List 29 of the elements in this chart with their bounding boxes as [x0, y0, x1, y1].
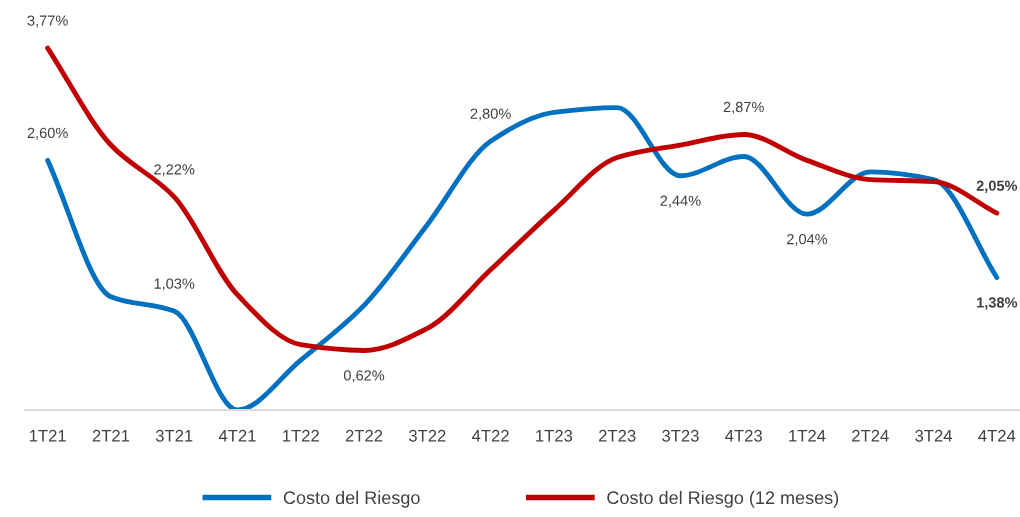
x-tick-label: 2T24 [852, 429, 889, 442]
x-tick-label: 3T23 [662, 429, 699, 442]
x-tick-label: 2T21 [92, 429, 130, 442]
x-tick-label: 2T23 [599, 429, 636, 442]
data-label: 2,44% [660, 195, 701, 208]
data-label: 2,05% [976, 180, 1018, 193]
data-label: 2,22% [154, 164, 195, 177]
data-label: 2,80% [470, 108, 511, 121]
x-tick-label: 3T24 [915, 429, 953, 442]
data-label: 2,87% [723, 101, 764, 114]
data-label: 2,60% [27, 127, 68, 140]
x-tick-label: 1T23 [536, 429, 573, 442]
data-label: 0,62% [343, 370, 385, 383]
legend-label: Costo del Riesgo (12 meses) [607, 490, 839, 508]
data-label: 1,38% [977, 297, 1018, 310]
x-tick-label: 4T21 [218, 429, 256, 442]
x-tick-label: 3T21 [155, 429, 193, 442]
x-tick-label: 1T22 [283, 429, 319, 442]
data-label: 1,03% [154, 278, 195, 291]
x-tick-label: 1T21 [29, 429, 66, 442]
data-label: 3,77% [27, 15, 68, 28]
x-tick-label: 3T22 [408, 429, 446, 442]
legend-label: Costo del Riesgo [283, 490, 420, 508]
data-label: 2,04% [787, 233, 828, 247]
x-tick-label: 4T23 [725, 429, 762, 442]
x-tick-label: 4T24 [978, 429, 1016, 442]
x-tick-label: 1T24 [789, 429, 826, 442]
x-tick-label: 4T22 [471, 429, 509, 442]
x-tick-label: 2T22 [345, 429, 383, 442]
